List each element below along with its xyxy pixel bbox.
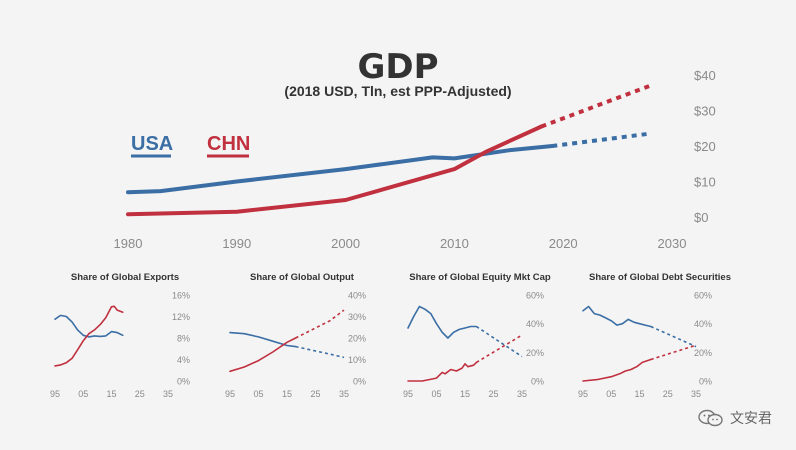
chn-series-line xyxy=(54,305,124,367)
x-tick-label: 95 xyxy=(225,389,235,399)
y-tick-label: 20% xyxy=(526,348,544,358)
x-tick-label: 05 xyxy=(253,389,263,399)
y-tick-label: 20% xyxy=(348,334,366,344)
y-tick-label: $30 xyxy=(694,104,716,119)
watermark-text: 文安君 xyxy=(730,410,772,426)
small-chart-title: Share of Global Debt Securities xyxy=(589,272,731,283)
y-tick-label: 8% xyxy=(177,334,190,344)
y-tick-label: 30% xyxy=(348,312,366,322)
x-tick-label: 05 xyxy=(78,389,88,399)
chn-series-line xyxy=(582,358,652,382)
y-tick-label: 40% xyxy=(348,291,366,301)
x-tick-label: 05 xyxy=(431,389,441,399)
x-tick-label: 2020 xyxy=(549,236,578,251)
x-tick-label: 95 xyxy=(50,389,60,399)
chn-projection-line xyxy=(540,83,651,129)
usa-projection-line xyxy=(295,345,345,359)
x-tick-label: 2000 xyxy=(331,236,360,251)
x-tick-label: 2030 xyxy=(658,236,687,251)
small-chart-title: Share of Global Output xyxy=(250,272,355,283)
chn-projection-line xyxy=(650,344,697,361)
y-tick-label: 0% xyxy=(531,377,544,387)
y-tick-label: 40% xyxy=(526,319,544,329)
wechat-icon xyxy=(698,409,724,427)
chn-series-line xyxy=(126,124,544,217)
x-tick-label: 35 xyxy=(339,389,349,399)
y-tick-label: $10 xyxy=(694,175,716,190)
usa-series-line xyxy=(407,305,478,339)
x-tick-label: 35 xyxy=(163,389,173,399)
y-tick-label: $0 xyxy=(694,210,708,225)
usa-series-line xyxy=(229,331,297,348)
x-tick-label: 95 xyxy=(578,389,588,399)
x-tick-label: 15 xyxy=(106,389,116,399)
y-tick-label: 10% xyxy=(348,355,366,365)
y-tick-label: 0% xyxy=(353,377,366,387)
usa-projection-line xyxy=(650,325,697,348)
chart-subtitle: (2018 USD, Tln, est PPP-Adjusted) xyxy=(284,83,511,99)
x-tick-label: 25 xyxy=(488,389,498,399)
y-tick-label: 0% xyxy=(699,377,712,387)
x-tick-label: 25 xyxy=(663,389,673,399)
y-tick-label: $40 xyxy=(694,68,716,83)
small-chart-title: Share of Global Equity Mkt Cap xyxy=(409,272,551,283)
chn-series-line xyxy=(229,337,297,373)
small-chart-title: Share of Global Exports xyxy=(71,272,179,283)
x-tick-label: 05 xyxy=(606,389,616,399)
chn-projection-line xyxy=(295,309,345,339)
chn-series-line xyxy=(407,361,478,382)
watermark: 文安君 xyxy=(698,408,772,428)
x-tick-label: 15 xyxy=(460,389,470,399)
legend-label-usa: USA xyxy=(131,133,173,155)
chart-title: GDP xyxy=(357,47,438,87)
y-tick-label: 12% xyxy=(172,312,190,322)
usa-projection-line xyxy=(552,131,651,148)
y-tick-label: 40% xyxy=(694,319,712,329)
y-tick-label: 20% xyxy=(694,348,712,358)
x-tick-label: 25 xyxy=(135,389,145,399)
y-tick-label: 60% xyxy=(526,291,544,301)
usa-series-line xyxy=(582,305,652,328)
x-tick-label: 1990 xyxy=(222,236,251,251)
x-tick-label: 35 xyxy=(517,389,527,399)
y-tick-label: 4% xyxy=(177,355,190,365)
chn-projection-line xyxy=(475,334,523,364)
x-tick-label: 2010 xyxy=(440,236,469,251)
usa-series-line xyxy=(54,314,124,338)
x-tick-label: 25 xyxy=(310,389,320,399)
x-tick-label: 95 xyxy=(403,389,413,399)
x-tick-label: 15 xyxy=(282,389,292,399)
y-tick-label: 16% xyxy=(172,291,190,301)
usa-projection-line xyxy=(475,325,523,358)
y-tick-label: $20 xyxy=(694,139,716,154)
usa-series-line xyxy=(126,144,555,195)
y-tick-label: 60% xyxy=(694,291,712,301)
x-tick-label: 35 xyxy=(691,389,701,399)
x-tick-label: 15 xyxy=(634,389,644,399)
y-tick-label: 0% xyxy=(177,377,190,387)
legend-label-chn: CHN xyxy=(207,133,250,155)
x-tick-label: 1980 xyxy=(114,236,143,251)
